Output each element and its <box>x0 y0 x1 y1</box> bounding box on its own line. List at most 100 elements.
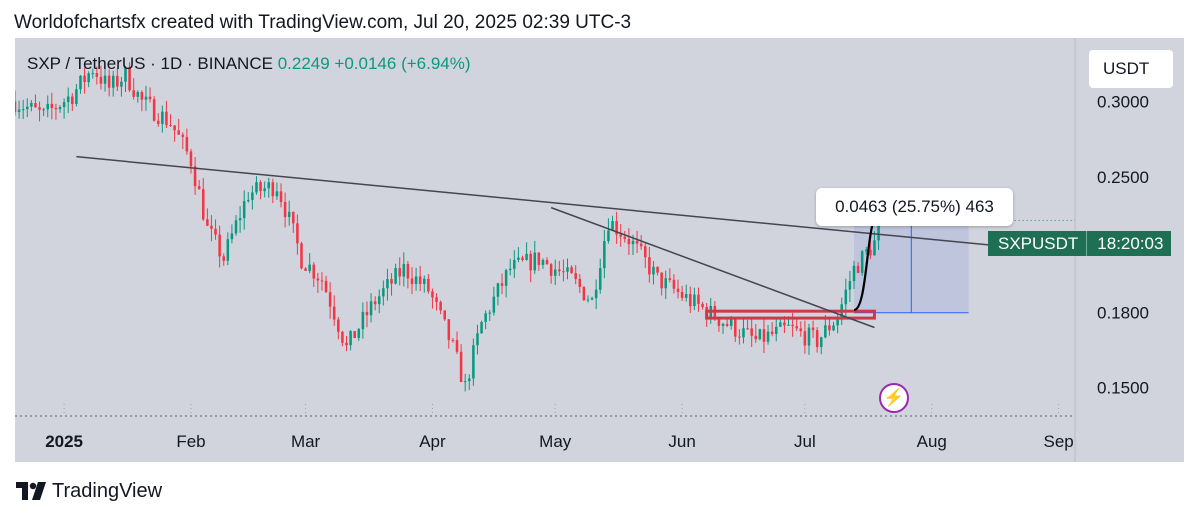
candle-body <box>819 337 823 348</box>
candle-body <box>75 89 78 104</box>
candle-body <box>181 134 185 137</box>
candle-body <box>255 182 258 193</box>
candle-body <box>513 259 516 269</box>
candle-body <box>832 325 835 331</box>
candle-body <box>161 111 164 124</box>
candle-body <box>259 182 262 192</box>
x-tick-label: Aug <box>917 432 947 451</box>
candle-body <box>447 319 451 341</box>
candle-body <box>54 107 58 110</box>
candle-body <box>390 279 393 284</box>
candle-body <box>418 276 422 285</box>
candle-body <box>103 75 107 84</box>
candle-body <box>787 324 790 326</box>
candle-body <box>402 263 406 277</box>
candle-body <box>394 268 397 284</box>
x-tick-label: Jun <box>668 432 695 451</box>
candle-body <box>62 102 66 108</box>
candle-body <box>594 289 598 299</box>
candle-body <box>877 224 880 241</box>
candle-body <box>369 301 373 316</box>
currency-button[interactable]: USDT <box>1089 50 1173 88</box>
candle-body <box>521 257 524 260</box>
candle-body <box>774 326 778 334</box>
lightning-icon[interactable]: ⚡ <box>879 383 909 413</box>
candle-body <box>762 329 766 342</box>
candle-body <box>676 288 680 292</box>
candle-body <box>566 267 569 272</box>
candle-body <box>869 249 872 256</box>
candle-body <box>754 335 758 340</box>
candle-body <box>472 345 475 379</box>
x-tick-label: Mar <box>291 432 321 451</box>
candle-body <box>287 211 291 218</box>
candle-body <box>341 331 344 343</box>
candle-body <box>304 268 307 271</box>
measure-label: 0.0463 (25.75%) 463 <box>816 188 1013 226</box>
y-tick-label: 0.1500 <box>1097 379 1149 398</box>
candle-body <box>623 236 627 239</box>
candle-body <box>34 103 37 108</box>
bar-countdown: 18:20:03 <box>1086 231 1171 256</box>
candle-body <box>590 298 594 300</box>
candle-body <box>136 92 140 97</box>
candle-body <box>607 230 610 242</box>
candle-body <box>275 191 279 197</box>
candle-body <box>308 264 311 271</box>
candle-body <box>537 252 541 265</box>
candle-body <box>598 268 602 290</box>
candle-body <box>58 107 62 110</box>
candle-body <box>684 294 688 298</box>
candle-body <box>324 280 328 293</box>
candle-body <box>435 297 438 302</box>
candle-body <box>234 220 238 234</box>
candle-body <box>169 125 172 127</box>
tradingview-logo-icon <box>16 482 46 500</box>
x-tick-label: Jul <box>794 432 816 451</box>
candle-body <box>111 75 115 88</box>
candle-body <box>480 321 483 334</box>
candle-body <box>247 199 250 202</box>
candle-body <box>279 191 283 203</box>
candle-body <box>656 266 659 273</box>
candle-body <box>300 243 303 269</box>
candle-body <box>468 378 471 382</box>
candle-body <box>271 182 275 197</box>
candle-body <box>562 271 565 273</box>
candle-body <box>742 328 745 338</box>
candle-body <box>639 243 643 247</box>
candle-body <box>484 313 487 322</box>
candle-body <box>140 92 144 100</box>
candle-body <box>398 268 401 277</box>
candle-body <box>492 296 496 313</box>
candle-body <box>296 223 299 244</box>
candle-body <box>558 269 561 272</box>
candle-body <box>750 328 753 336</box>
candle-body <box>197 186 201 190</box>
candle-body <box>799 328 803 332</box>
candle-body <box>316 278 320 281</box>
candle-body <box>631 240 635 245</box>
footer-brand[interactable]: TradingView <box>16 476 162 506</box>
candle-body <box>828 325 831 331</box>
candle-body <box>431 291 434 298</box>
chart-area[interactable]: 2025 Feb Mar Apr May Jun Jul Aug Sep 0.3000 0.2500… <box>15 38 1184 462</box>
candle-body <box>795 326 798 329</box>
candle-body <box>353 331 356 339</box>
candle-body <box>349 331 352 346</box>
price-chart[interactable]: 2025 Feb Mar Apr May Jun Jul Aug Sep 0.3000 0.2500… <box>15 38 1184 462</box>
symbol-legend[interactable]: SXP / TetherUS · 1D · BINANCE 0.2249 +0.… <box>27 54 471 74</box>
candle-body <box>533 252 537 271</box>
candle-body <box>320 280 324 282</box>
candle-body <box>345 342 348 346</box>
candle-body <box>422 278 426 285</box>
candle-body <box>263 188 266 192</box>
attribution-text: Worldofchartsfx created with TradingView… <box>14 12 632 33</box>
candle-body <box>836 319 839 326</box>
candle-body <box>815 330 819 348</box>
candle-body <box>410 278 414 285</box>
candle-body <box>337 319 340 332</box>
footer-brand-label: TradingView <box>52 479 163 502</box>
candle-body <box>50 103 54 108</box>
candle-body <box>848 281 852 290</box>
